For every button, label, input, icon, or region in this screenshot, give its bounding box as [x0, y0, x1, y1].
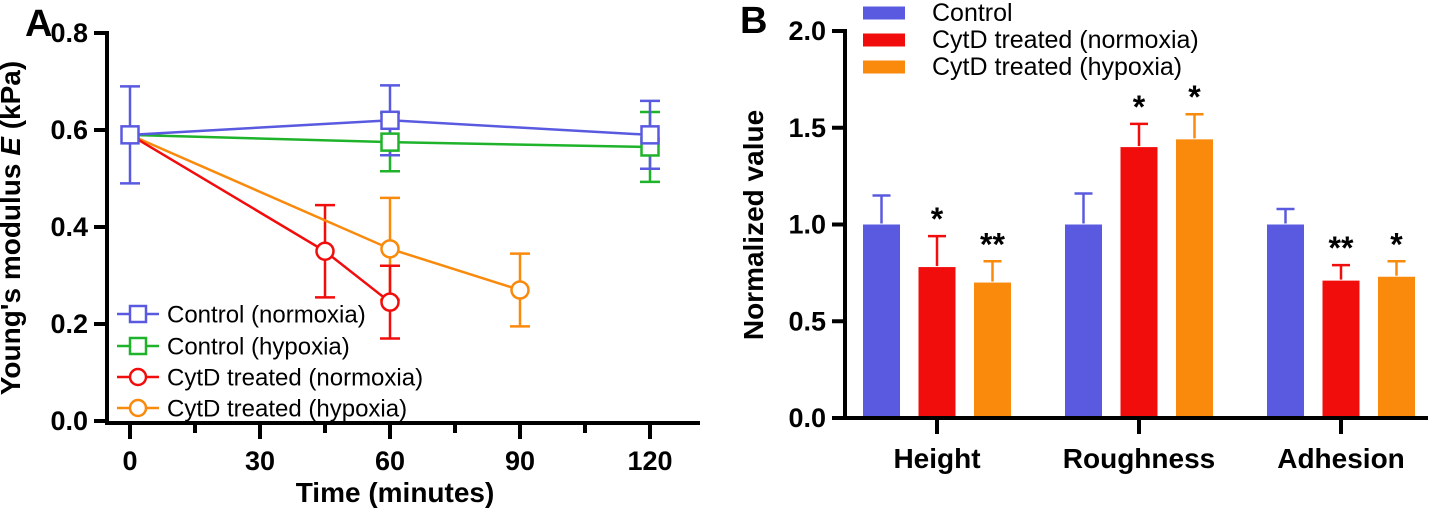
legend-label: Control (hypoxia) [167, 334, 350, 361]
panel-a-y-tick-label: 0.8 [50, 18, 88, 48]
category-label: Adhesion [1277, 443, 1405, 474]
bar-roughness-3 [1176, 139, 1213, 419]
legend-label: CytD treated (normoxia) [167, 365, 423, 392]
legend-swatch [863, 33, 905, 47]
marker-square [120, 125, 140, 145]
series-line-circle [129, 133, 391, 304]
bar-roughness-2 [1120, 147, 1158, 418]
legend-marker-circle [128, 398, 148, 418]
panel-b-y-tick-label: 0.5 [788, 306, 826, 336]
legend-label: Control (normoxia) [167, 302, 366, 329]
panel-b-label: B [740, 0, 767, 42]
panel-a-x-axis-title: Time (minutes) [296, 477, 495, 508]
legend-marker-square [128, 304, 148, 324]
legend-swatch [863, 6, 905, 20]
panel-a-y-tick-label: 0.6 [50, 115, 88, 145]
panel-a-y-tick-label: 0.0 [50, 406, 88, 436]
bar-adhesion-1 [1267, 224, 1304, 418]
legend-marker-circle [128, 367, 148, 387]
significance-marker: ** [980, 226, 1005, 262]
bar-roughness-1 [1065, 224, 1102, 418]
bar-height-2 [918, 267, 956, 418]
significance-marker: * [1133, 89, 1146, 125]
marker-square [640, 125, 660, 145]
legend-label: CytD treated (hypoxia) [167, 396, 407, 423]
marker-square [380, 110, 400, 131]
panel-a-x-tick-label: 0 [122, 446, 137, 476]
panel-a-x-tick-label: 60 [375, 446, 405, 476]
legend-label: Control [932, 0, 1013, 27]
category-label: Height [893, 443, 980, 474]
panel-b-y-axis-title: Normalized value [738, 110, 769, 340]
significance-marker: * [1188, 79, 1201, 115]
legend-swatch [863, 60, 905, 74]
panel-a-x-tick-label: 90 [505, 446, 535, 476]
marker-circle [510, 280, 530, 300]
marker-circle [315, 241, 335, 261]
panel-a-x-tick-label: 30 [245, 446, 275, 476]
bar-height-1 [863, 224, 900, 418]
panel-a-x-tick-label: 120 [627, 446, 672, 476]
significance-marker: * [1390, 226, 1403, 262]
significance-marker: * [931, 201, 944, 237]
category-label: Roughness [1063, 443, 1215, 474]
legend-label: CytD treated (normoxia) [932, 26, 1199, 54]
bar-adhesion-3 [1378, 276, 1415, 418]
ylabel-prefix: Young's modulus [0, 156, 26, 395]
bar-adhesion-2 [1322, 280, 1360, 418]
legend-marker-square [128, 336, 148, 356]
bar-height-3 [974, 282, 1011, 418]
marker-circle [380, 292, 400, 312]
panel-b-y-tick-label: 1.5 [788, 113, 826, 143]
panel-a-y-tick-label: 0.4 [50, 212, 88, 242]
ylabel-italic-E: E [0, 136, 26, 156]
panel-b-y-tick-label: 0.0 [788, 403, 826, 433]
panel-a-line-chart: A 0.0 0.2 0.4 0.6 0.8 0 30 60 90 120 Time (minutes)… [0, 3, 700, 508]
significance-marker: ** [1329, 230, 1354, 266]
ylabel-suffix: (kPa) [0, 61, 26, 137]
marker-square [380, 132, 400, 152]
panel-a-y-tick-label: 0.2 [50, 309, 88, 339]
panel-b-y-tick-label: 2.0 [788, 16, 826, 46]
marker-circle [380, 239, 400, 259]
panel-b-y-tick-label: 1.0 [788, 210, 826, 240]
panel-a-label: A [25, 3, 52, 45]
panel-a-y-axis-title: Young's modulus E (kPa) [0, 61, 26, 395]
legend-label: CytD treated (hypoxia) [932, 53, 1182, 81]
